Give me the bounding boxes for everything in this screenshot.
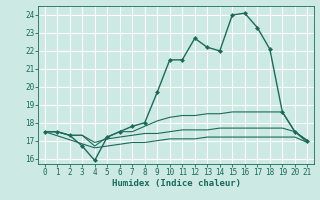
X-axis label: Humidex (Indice chaleur): Humidex (Indice chaleur) [111,179,241,188]
